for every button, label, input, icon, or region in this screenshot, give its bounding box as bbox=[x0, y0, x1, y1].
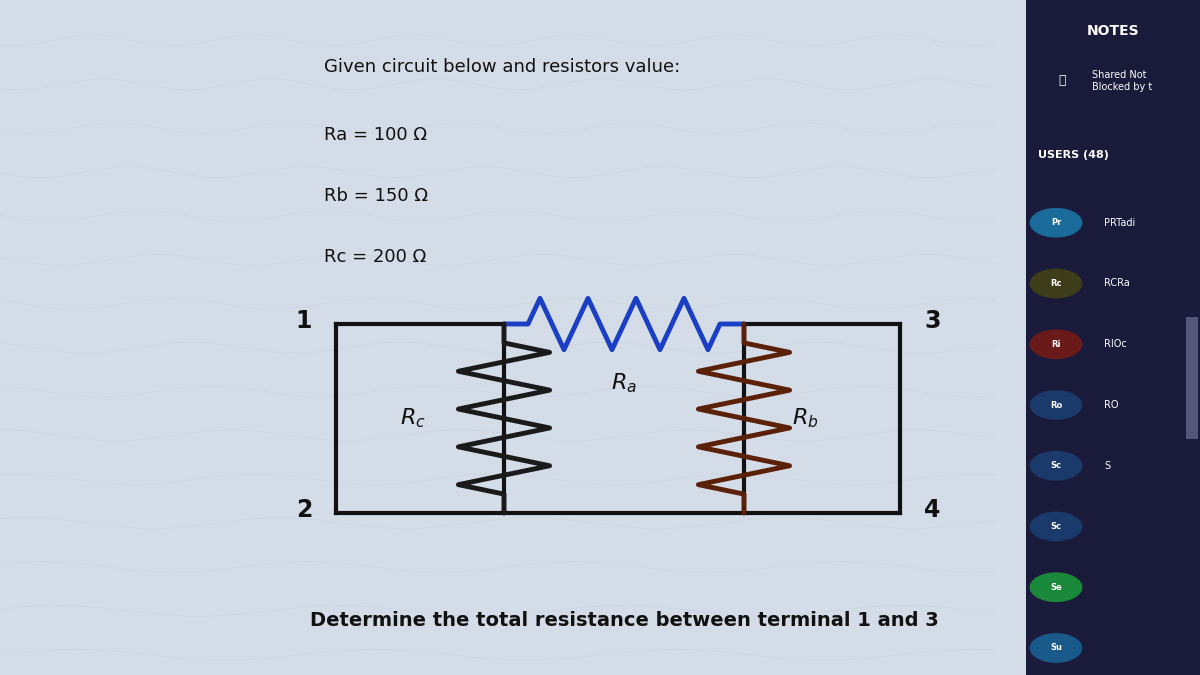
Circle shape bbox=[1030, 572, 1082, 602]
Text: $R_b$: $R_b$ bbox=[792, 407, 818, 430]
Text: 2: 2 bbox=[295, 497, 312, 522]
Text: PRTadi: PRTadi bbox=[1104, 218, 1135, 227]
Text: $R_c$: $R_c$ bbox=[401, 407, 426, 430]
Text: 1: 1 bbox=[295, 308, 312, 333]
Text: 3: 3 bbox=[924, 308, 941, 333]
FancyBboxPatch shape bbox=[1026, 0, 1200, 675]
Text: $R_a$: $R_a$ bbox=[611, 371, 637, 395]
Text: Rc: Rc bbox=[1050, 279, 1062, 288]
Text: 4: 4 bbox=[924, 497, 941, 522]
Text: RCRa: RCRa bbox=[1104, 279, 1129, 288]
Text: Ro: Ro bbox=[1050, 400, 1062, 410]
Text: Sc: Sc bbox=[1050, 461, 1062, 470]
Text: RO: RO bbox=[1104, 400, 1118, 410]
Circle shape bbox=[1030, 451, 1082, 481]
Text: Sc: Sc bbox=[1050, 522, 1062, 531]
Text: 📋: 📋 bbox=[1058, 74, 1066, 88]
Text: S: S bbox=[1104, 461, 1110, 470]
Text: Pr: Pr bbox=[1051, 218, 1061, 227]
Circle shape bbox=[1030, 390, 1082, 420]
Text: Given circuit below and resistors value:: Given circuit below and resistors value: bbox=[324, 59, 680, 76]
Text: Ra = 100 Ω: Ra = 100 Ω bbox=[324, 126, 427, 144]
Text: Rb = 150 Ω: Rb = 150 Ω bbox=[324, 187, 428, 205]
Text: Shared Not
Blocked by t: Shared Not Blocked by t bbox=[1092, 70, 1152, 92]
Circle shape bbox=[1030, 269, 1082, 298]
Circle shape bbox=[1030, 633, 1082, 663]
Circle shape bbox=[1030, 329, 1082, 359]
Text: Determine the total resistance between terminal 1 and 3: Determine the total resistance between t… bbox=[310, 612, 938, 630]
Text: Rc = 200 Ω: Rc = 200 Ω bbox=[324, 248, 426, 265]
Text: Se: Se bbox=[1050, 583, 1062, 592]
Text: USERS (48): USERS (48) bbox=[1038, 151, 1109, 160]
Text: Ri: Ri bbox=[1051, 340, 1061, 349]
Circle shape bbox=[1030, 512, 1082, 541]
FancyBboxPatch shape bbox=[1186, 317, 1198, 439]
Text: NOTES: NOTES bbox=[1087, 24, 1139, 38]
Text: Su: Su bbox=[1050, 643, 1062, 653]
Text: RIOc: RIOc bbox=[1104, 340, 1127, 349]
Circle shape bbox=[1030, 208, 1082, 238]
